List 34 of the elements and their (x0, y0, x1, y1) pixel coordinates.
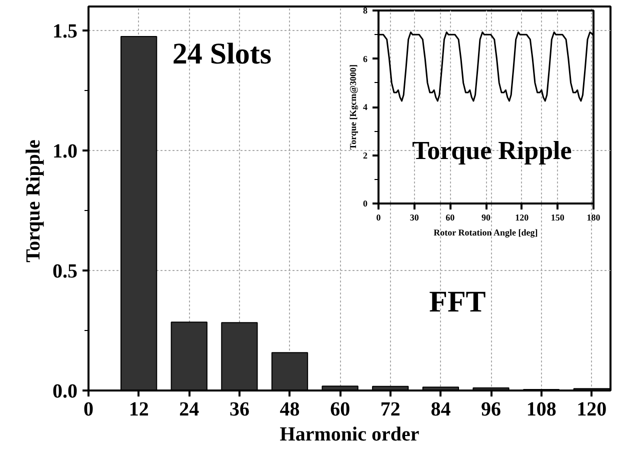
x-axis-title: Rotor Rotation Angle [deg] (434, 228, 538, 238)
x-tick-label: 0 (84, 398, 94, 420)
x-axis-title: Harmonic order (280, 424, 420, 446)
y-tick-label: 0.0 (52, 380, 78, 402)
x-tick-label: 150 (550, 212, 565, 222)
x-tick-label: 108 (526, 398, 556, 420)
x-tick-label: 84 (430, 398, 451, 420)
x-tick-label: 60 (330, 398, 350, 420)
x-tick-label: 180 (586, 212, 601, 222)
y-tick-label: 0.5 (52, 260, 78, 282)
x-tick-label: 90 (482, 212, 491, 222)
annotation: FFT (429, 286, 486, 318)
x-tick-label: 24 (179, 398, 200, 420)
y-tick-label: 6 (363, 54, 368, 64)
y-tick-label: 4 (363, 102, 368, 112)
annotation: Torque Ripple (412, 136, 572, 165)
annotation: 24 Slots (172, 38, 272, 71)
y-tick-label: 8 (363, 6, 368, 16)
y-axis-title: Torque [Kgcm@3000] (348, 64, 358, 150)
y-tick-label: 1.0 (52, 140, 78, 162)
x-tick-label: 36 (229, 398, 250, 420)
y-axis-title: Torque Ripple (22, 139, 44, 262)
y-tick-label: 0 (363, 198, 368, 208)
x-tick-label: 96 (481, 398, 502, 420)
x-tick-label: 0 (376, 212, 382, 222)
x-tick-label: 120 (576, 398, 607, 420)
x-tick-label: 120 (515, 212, 530, 222)
x-tick-label: 12 (128, 398, 149, 420)
y-tick-label: 1.5 (52, 20, 78, 42)
x-tick-label: 48 (280, 398, 300, 420)
y-tick-label: 2 (363, 150, 368, 160)
x-tick-label: 72 (380, 398, 400, 420)
x-tick-label: 30 (410, 212, 420, 222)
x-tick-label: 60 (446, 212, 456, 222)
